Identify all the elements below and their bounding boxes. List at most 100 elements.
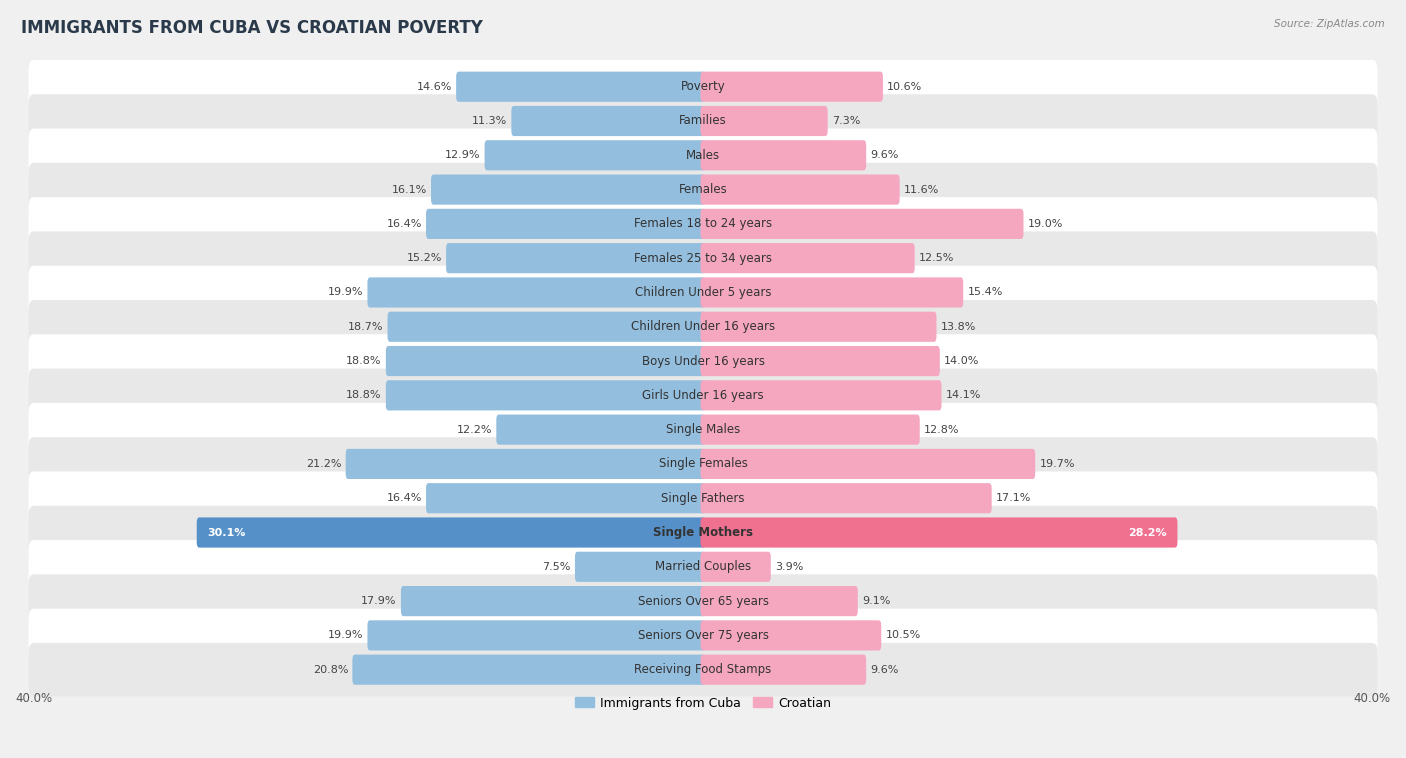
Text: 30.1%: 30.1% — [208, 528, 246, 537]
FancyBboxPatch shape — [367, 620, 706, 650]
FancyBboxPatch shape — [28, 300, 1378, 353]
FancyBboxPatch shape — [700, 174, 900, 205]
Text: 12.8%: 12.8% — [924, 424, 959, 434]
Text: Families: Families — [679, 114, 727, 127]
FancyBboxPatch shape — [426, 483, 706, 513]
FancyBboxPatch shape — [456, 71, 706, 102]
FancyBboxPatch shape — [700, 208, 1024, 239]
Text: 9.6%: 9.6% — [870, 150, 898, 160]
FancyBboxPatch shape — [28, 368, 1378, 422]
FancyBboxPatch shape — [700, 655, 866, 684]
Text: Single Males: Single Males — [666, 423, 740, 436]
Text: Source: ZipAtlas.com: Source: ZipAtlas.com — [1274, 19, 1385, 29]
Text: 19.7%: 19.7% — [1039, 459, 1076, 469]
FancyBboxPatch shape — [700, 483, 991, 513]
FancyBboxPatch shape — [700, 277, 963, 308]
Text: 10.6%: 10.6% — [887, 82, 922, 92]
Text: Single Fathers: Single Fathers — [661, 492, 745, 505]
FancyBboxPatch shape — [197, 518, 706, 547]
FancyBboxPatch shape — [28, 129, 1378, 182]
Text: 20.8%: 20.8% — [312, 665, 349, 675]
FancyBboxPatch shape — [353, 655, 706, 684]
Text: Seniors Over 65 years: Seniors Over 65 years — [637, 594, 769, 608]
FancyBboxPatch shape — [346, 449, 706, 479]
FancyBboxPatch shape — [388, 312, 706, 342]
Text: Males: Males — [686, 149, 720, 161]
Text: 12.2%: 12.2% — [457, 424, 492, 434]
Legend: Immigrants from Cuba, Croatian: Immigrants from Cuba, Croatian — [569, 691, 837, 715]
Text: Girls Under 16 years: Girls Under 16 years — [643, 389, 763, 402]
Text: 14.6%: 14.6% — [416, 82, 451, 92]
Text: Females: Females — [679, 183, 727, 196]
Text: Married Couples: Married Couples — [655, 560, 751, 573]
FancyBboxPatch shape — [385, 381, 706, 410]
Text: Receiving Food Stamps: Receiving Food Stamps — [634, 663, 772, 676]
FancyBboxPatch shape — [485, 140, 706, 171]
Text: 18.7%: 18.7% — [347, 321, 384, 332]
FancyBboxPatch shape — [28, 231, 1378, 285]
FancyBboxPatch shape — [367, 277, 706, 308]
FancyBboxPatch shape — [700, 620, 882, 650]
Text: 16.4%: 16.4% — [387, 493, 422, 503]
Text: 14.0%: 14.0% — [943, 356, 980, 366]
Text: IMMIGRANTS FROM CUBA VS CROATIAN POVERTY: IMMIGRANTS FROM CUBA VS CROATIAN POVERTY — [21, 19, 484, 37]
Text: 28.2%: 28.2% — [1128, 528, 1167, 537]
FancyBboxPatch shape — [496, 415, 706, 445]
Text: 19.9%: 19.9% — [328, 287, 363, 297]
FancyBboxPatch shape — [28, 163, 1378, 216]
FancyBboxPatch shape — [426, 208, 706, 239]
Text: Children Under 5 years: Children Under 5 years — [634, 286, 772, 299]
FancyBboxPatch shape — [700, 415, 920, 445]
FancyBboxPatch shape — [28, 575, 1378, 628]
FancyBboxPatch shape — [512, 106, 706, 136]
FancyBboxPatch shape — [432, 174, 706, 205]
Text: Seniors Over 75 years: Seniors Over 75 years — [637, 629, 769, 642]
FancyBboxPatch shape — [28, 94, 1378, 148]
FancyBboxPatch shape — [28, 197, 1378, 251]
Text: 14.1%: 14.1% — [946, 390, 981, 400]
FancyBboxPatch shape — [28, 334, 1378, 388]
Text: 13.8%: 13.8% — [941, 321, 976, 332]
Text: 17.9%: 17.9% — [361, 596, 396, 606]
Text: Poverty: Poverty — [681, 80, 725, 93]
Text: Children Under 16 years: Children Under 16 years — [631, 320, 775, 334]
FancyBboxPatch shape — [28, 437, 1378, 490]
Text: 19.9%: 19.9% — [328, 631, 363, 641]
FancyBboxPatch shape — [700, 449, 1035, 479]
FancyBboxPatch shape — [28, 471, 1378, 525]
Text: 16.4%: 16.4% — [387, 219, 422, 229]
Text: 12.5%: 12.5% — [920, 253, 955, 263]
FancyBboxPatch shape — [700, 140, 866, 171]
FancyBboxPatch shape — [385, 346, 706, 376]
FancyBboxPatch shape — [28, 60, 1378, 114]
Text: 10.5%: 10.5% — [886, 631, 921, 641]
FancyBboxPatch shape — [700, 243, 915, 273]
Text: 12.9%: 12.9% — [444, 150, 481, 160]
Text: 17.1%: 17.1% — [995, 493, 1031, 503]
FancyBboxPatch shape — [575, 552, 706, 582]
Text: Females 18 to 24 years: Females 18 to 24 years — [634, 218, 772, 230]
Text: 11.6%: 11.6% — [904, 185, 939, 195]
Text: 19.0%: 19.0% — [1028, 219, 1063, 229]
FancyBboxPatch shape — [700, 71, 883, 102]
FancyBboxPatch shape — [700, 552, 770, 582]
FancyBboxPatch shape — [28, 643, 1378, 697]
Text: Single Females: Single Females — [658, 457, 748, 471]
Text: 7.5%: 7.5% — [543, 562, 571, 572]
FancyBboxPatch shape — [28, 266, 1378, 319]
FancyBboxPatch shape — [700, 381, 942, 410]
FancyBboxPatch shape — [28, 403, 1378, 456]
FancyBboxPatch shape — [28, 540, 1378, 594]
Text: 15.2%: 15.2% — [406, 253, 441, 263]
Text: 11.3%: 11.3% — [472, 116, 508, 126]
FancyBboxPatch shape — [700, 346, 939, 376]
FancyBboxPatch shape — [700, 312, 936, 342]
FancyBboxPatch shape — [28, 609, 1378, 662]
FancyBboxPatch shape — [28, 506, 1378, 559]
Text: 9.6%: 9.6% — [870, 665, 898, 675]
Text: 3.9%: 3.9% — [775, 562, 803, 572]
FancyBboxPatch shape — [446, 243, 706, 273]
Text: Single Mothers: Single Mothers — [652, 526, 754, 539]
FancyBboxPatch shape — [401, 586, 706, 616]
Text: Females 25 to 34 years: Females 25 to 34 years — [634, 252, 772, 265]
